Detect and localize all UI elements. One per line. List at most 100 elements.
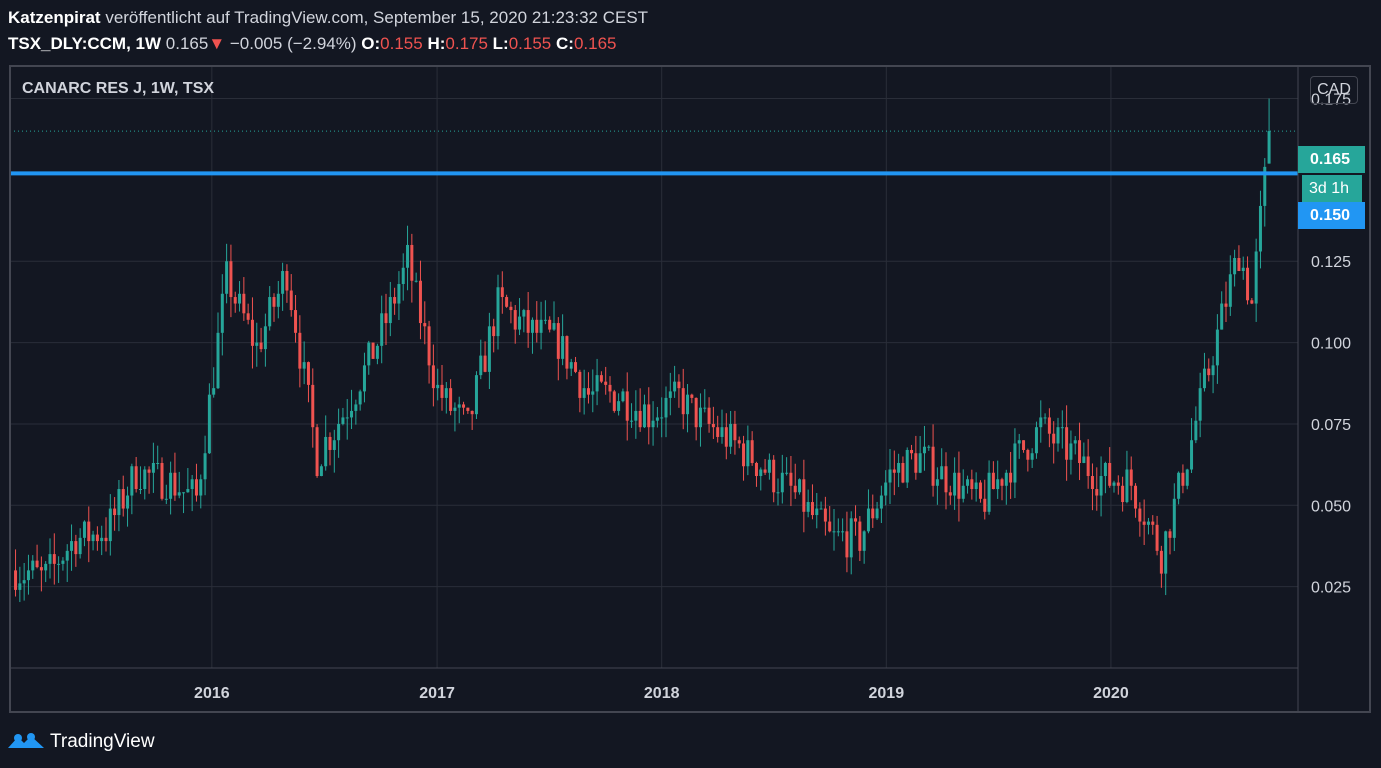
- candle-body: [578, 371, 582, 398]
- candle-body: [130, 466, 134, 496]
- candle-body: [1060, 427, 1064, 429]
- candle-body: [1013, 443, 1017, 483]
- candle-body: [845, 531, 849, 558]
- open-label: O:: [361, 34, 381, 53]
- candle-body: [823, 508, 827, 522]
- currency-button[interactable]: CAD: [1310, 76, 1358, 104]
- candle-body: [625, 391, 629, 421]
- candle-body: [31, 560, 35, 571]
- candle-body: [1000, 479, 1004, 486]
- candle-body: [203, 453, 207, 480]
- candle-body: [574, 362, 578, 372]
- candle-body: [479, 355, 483, 376]
- candle-body: [522, 310, 526, 317]
- candle-body: [1185, 469, 1189, 486]
- price-axis[interactable]: 0.025 0.050 0.075 0.100 0.125 0.175: [1311, 92, 1351, 597]
- candle-body: [1065, 427, 1069, 460]
- y-tick-label: 0.175: [1311, 92, 1351, 109]
- candle-body: [82, 521, 86, 538]
- candle-body: [401, 267, 405, 285]
- candle-body: [444, 388, 448, 398]
- candle-body: [1177, 472, 1181, 499]
- candle-body: [61, 560, 65, 564]
- candle-body: [354, 404, 358, 411]
- candle-body: [1082, 456, 1086, 463]
- candle-body: [225, 261, 229, 294]
- candle-body: [1151, 521, 1155, 525]
- candle-body: [638, 410, 642, 428]
- candle-body: [1159, 550, 1163, 574]
- candle-body: [526, 310, 530, 333]
- candle-body: [160, 462, 164, 499]
- candle-body: [1009, 472, 1013, 483]
- candle-body: [337, 423, 341, 441]
- candle-body: [530, 319, 534, 333]
- candle-body: [177, 492, 181, 496]
- publish-line: Katzenpirat veröffentlicht auf TradingVi…: [8, 8, 648, 28]
- candle-body: [543, 319, 547, 321]
- candle-body: [1198, 388, 1202, 421]
- candle-body: [1039, 417, 1043, 428]
- y-tick-label: 0.100: [1311, 336, 1351, 353]
- y-tick-label: 0.125: [1311, 254, 1351, 271]
- candle-body: [95, 534, 99, 542]
- candle-body: [509, 306, 513, 311]
- candle-body: [298, 332, 302, 369]
- candle-body: [505, 297, 509, 307]
- candle-body: [126, 495, 130, 509]
- candle-body: [1138, 508, 1142, 522]
- candle-body: [513, 310, 517, 330]
- y-tick-label: 0.075: [1311, 417, 1351, 434]
- candle-body: [914, 453, 918, 473]
- footer-logo[interactable]: TradingView: [8, 728, 155, 756]
- candle-body: [694, 397, 698, 428]
- candle-body: [586, 388, 590, 395]
- bar-countdown-tag: 3d 1h: [1302, 175, 1362, 202]
- candle-body: [733, 423, 737, 441]
- candle-body: [1116, 482, 1120, 486]
- candle-body: [785, 472, 789, 474]
- candle-body: [780, 472, 784, 493]
- candle-body: [350, 410, 354, 418]
- candle-body: [487, 326, 491, 372]
- candle-body: [1129, 469, 1133, 486]
- candle-body: [711, 423, 715, 428]
- candle-body: [556, 323, 560, 359]
- time-axis[interactable]: 2016 2017 2018 2019 2020: [194, 685, 1129, 702]
- y-tick-label: 0.025: [1311, 580, 1351, 597]
- candle-body: [410, 244, 414, 281]
- candle-body: [259, 342, 263, 350]
- candle-body: [1146, 521, 1150, 525]
- x-tick-label: 2018: [644, 685, 680, 702]
- candle-body: [901, 462, 905, 483]
- candle-body: [841, 531, 845, 533]
- candle-body: [806, 502, 810, 512]
- candle-body: [233, 297, 237, 304]
- candle-body: [742, 443, 746, 467]
- candle-body: [212, 388, 216, 395]
- candle-body: [406, 244, 410, 268]
- candle-body: [436, 384, 440, 389]
- low-value: 0.155: [508, 34, 552, 53]
- candle-body: [26, 570, 30, 581]
- candle-body: [978, 482, 982, 499]
- candle-body: [642, 404, 646, 428]
- candle-body: [763, 469, 767, 473]
- candle-body: [393, 297, 397, 304]
- candle-body: [371, 342, 375, 359]
- candle-body: [1095, 489, 1099, 496]
- candle-body: [888, 469, 892, 483]
- candle-body: [535, 319, 539, 333]
- author-name[interactable]: Katzenpirat: [8, 8, 101, 27]
- candle-body: [759, 469, 763, 477]
- candle-body: [199, 479, 203, 496]
- ohlc-line: TSX_DLY:CCM, 1W 0.165▼ −0.005 (−2.94%) O…: [8, 34, 617, 54]
- candle-body: [147, 469, 151, 473]
- candle-body: [1142, 521, 1146, 525]
- candle-body: [453, 407, 457, 411]
- candle-body: [431, 365, 435, 389]
- candle-body: [324, 436, 328, 467]
- candle-body: [858, 521, 862, 551]
- candle-body: [65, 550, 69, 561]
